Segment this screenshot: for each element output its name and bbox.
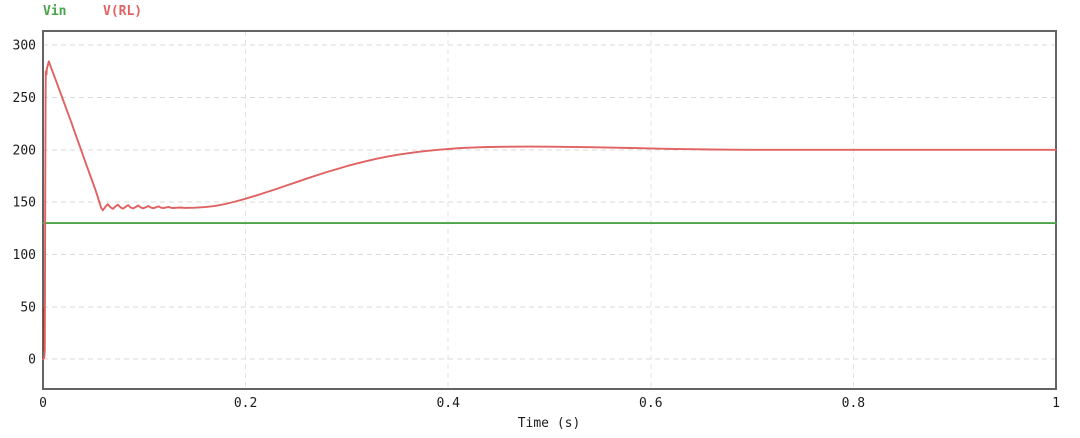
y-tick-label: 250: [13, 91, 36, 106]
legend-label-vrl: V(RL): [103, 4, 143, 19]
plot-frame: [42, 30, 1057, 390]
y-tick-label: 200: [13, 143, 36, 158]
x-tick-label: 0.2: [234, 396, 257, 411]
y-tick-label: 150: [13, 196, 36, 211]
x-tick-label: 0.6: [639, 396, 662, 411]
y-tick-label: 300: [13, 39, 36, 54]
y-tick-label: 50: [20, 300, 36, 315]
x-tick-label: 0.8: [842, 396, 865, 411]
series-line-vrl: [42, 60, 1057, 361]
x-tick-label: 0.4: [436, 396, 460, 411]
y-tick-label: 0: [28, 353, 36, 368]
x-tick-label: 0: [39, 396, 47, 411]
legend-label-vin: Vin: [43, 4, 67, 19]
y-tick-label: 100: [13, 248, 36, 263]
x-tick-label: 1: [1052, 396, 1060, 411]
x-axis-title: Time (s): [518, 416, 581, 431]
